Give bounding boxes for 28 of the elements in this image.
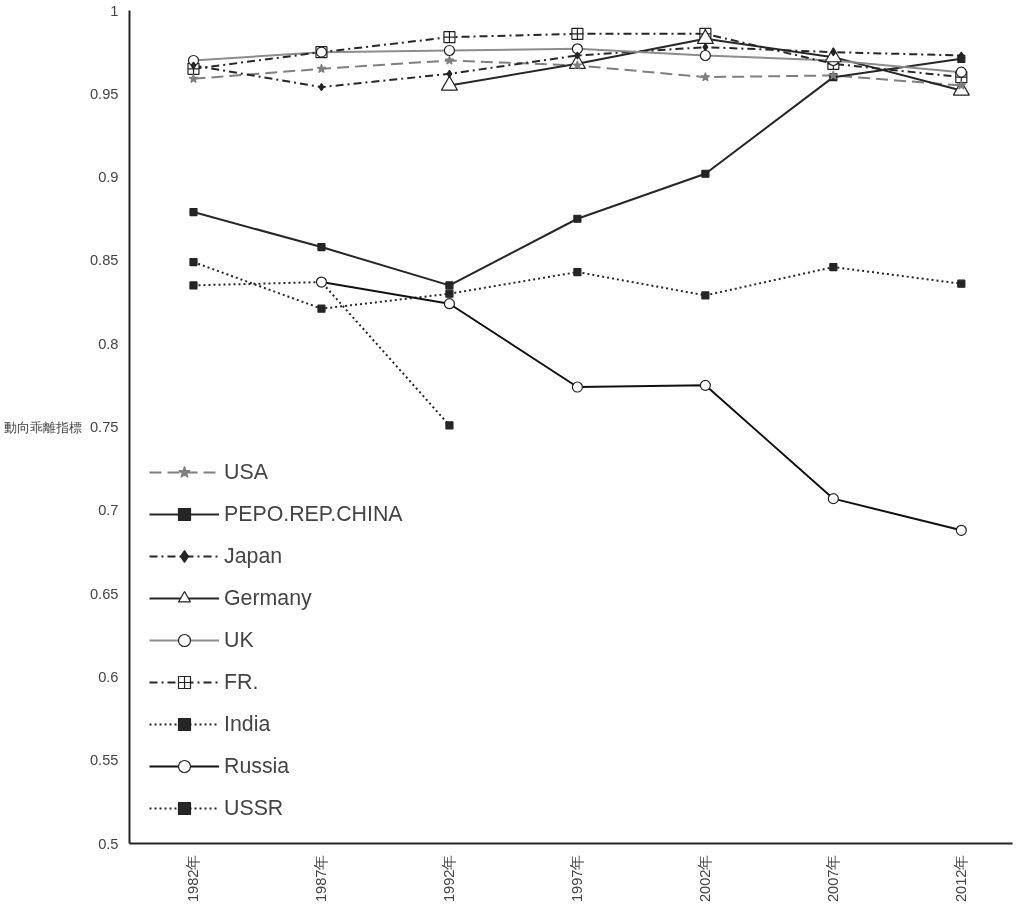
legend-label: FR. — [224, 669, 259, 695]
x-tick-label: 2007年 — [825, 854, 842, 903]
x-tick-label: 1982年 — [185, 854, 202, 903]
legend-label: USA — [224, 459, 268, 485]
y-tick-label: 0.5 — [98, 835, 119, 852]
y-tick-label: 0.55 — [89, 752, 119, 769]
y-tick-label: 0.85 — [89, 252, 119, 269]
y-tick-label: 1 — [110, 2, 119, 19]
legend-label: UK — [224, 627, 254, 653]
y-tick-label: 0.75 — [89, 419, 119, 435]
y-tick-label: 0.9 — [98, 169, 119, 186]
legend-label: Germany — [224, 585, 312, 611]
x-tick-label: 1997年 — [569, 854, 586, 903]
y-tick-label: 0.7 — [98, 502, 119, 519]
x-tick-label: 2012年 — [953, 854, 970, 903]
x-tick-label: 1987年 — [313, 854, 330, 903]
y-tick-label: 0.65 — [89, 585, 119, 602]
legend-label: USSR — [224, 795, 284, 821]
legend-label: PEPO.REP.CHINA — [224, 501, 403, 527]
y-tick-label: 0.6 — [98, 668, 119, 685]
legend-label: Japan — [224, 543, 283, 569]
y-tick-label: 0.8 — [98, 335, 119, 352]
x-tick-label: 2002年 — [697, 854, 714, 903]
y-axis-title: 動向乖離指標 — [3, 419, 82, 435]
x-tick-label: 1992年 — [441, 854, 458, 903]
legend-label: Russia — [224, 753, 290, 779]
legend-label: India — [224, 711, 271, 737]
y-tick-label: 0.95 — [89, 85, 119, 102]
